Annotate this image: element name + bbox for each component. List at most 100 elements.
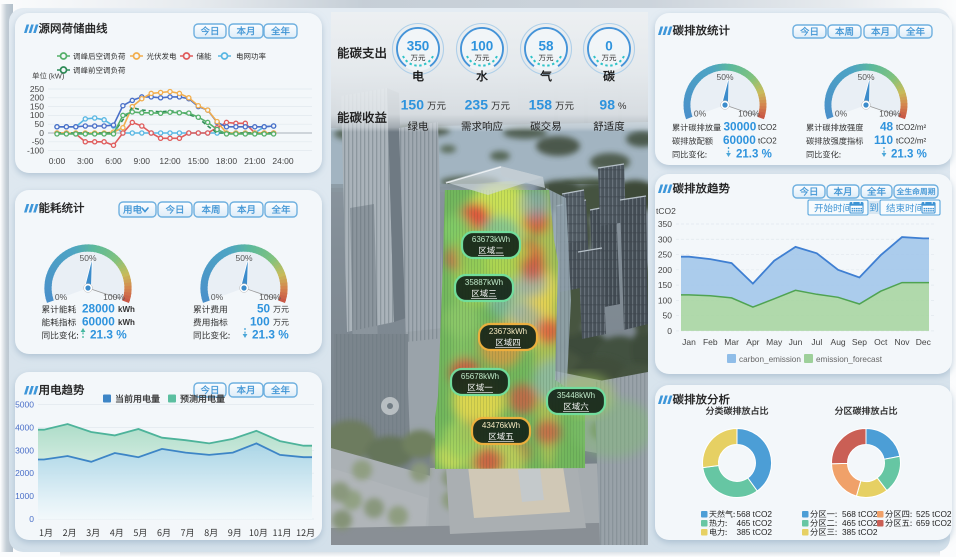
svg-text:Mar: Mar bbox=[724, 337, 739, 347]
svg-text:tCO2: tCO2 bbox=[758, 123, 777, 132]
svg-text:150: 150 bbox=[30, 101, 44, 111]
svg-text:0: 0 bbox=[605, 39, 613, 54]
svg-text:659 tCO2: 659 tCO2 bbox=[916, 518, 952, 528]
svg-text:568 tCO2: 568 tCO2 bbox=[842, 509, 878, 519]
svg-text:465 tCO2: 465 tCO2 bbox=[737, 518, 773, 528]
svg-text:%: % bbox=[618, 101, 627, 112]
svg-text:Nov: Nov bbox=[894, 337, 910, 347]
svg-text:Jan: Jan bbox=[682, 337, 696, 347]
svg-text:0:00: 0:00 bbox=[49, 156, 66, 166]
svg-text:60000: 60000 bbox=[82, 315, 115, 329]
svg-text:63673kWh: 63673kWh bbox=[472, 235, 510, 244]
svg-text:350: 350 bbox=[658, 219, 672, 229]
svg-text:100%: 100% bbox=[738, 108, 760, 118]
svg-text:3000: 3000 bbox=[15, 445, 34, 455]
svg-text:110: 110 bbox=[874, 133, 893, 147]
svg-text:35887kWh: 35887kWh bbox=[465, 278, 503, 287]
svg-text:-50: -50 bbox=[32, 137, 45, 147]
svg-text:100: 100 bbox=[30, 110, 44, 120]
svg-text:May: May bbox=[766, 337, 783, 347]
svg-text:2000: 2000 bbox=[15, 468, 34, 478]
svg-text:Dec: Dec bbox=[916, 337, 932, 347]
svg-text:5000: 5000 bbox=[15, 400, 34, 410]
svg-text:12:00: 12:00 bbox=[159, 156, 181, 166]
svg-text:21.3 %: 21.3 % bbox=[252, 328, 289, 342]
svg-text:50: 50 bbox=[35, 119, 45, 129]
svg-text:250: 250 bbox=[30, 84, 44, 94]
svg-text:200: 200 bbox=[658, 265, 672, 275]
svg-text:3:00: 3:00 bbox=[77, 156, 94, 166]
svg-text:0%: 0% bbox=[694, 108, 707, 118]
svg-text:250: 250 bbox=[658, 250, 672, 260]
svg-text:98: 98 bbox=[599, 97, 615, 113]
svg-text:21.3 %: 21.3 % bbox=[891, 149, 927, 161]
svg-text:200: 200 bbox=[30, 93, 44, 103]
svg-text:525 tCO2: 525 tCO2 bbox=[916, 509, 952, 519]
svg-text:kWh: kWh bbox=[118, 318, 135, 327]
svg-text:9:00: 9:00 bbox=[133, 156, 150, 166]
svg-text:50: 50 bbox=[257, 302, 271, 316]
svg-text:6:00: 6:00 bbox=[105, 156, 122, 166]
svg-text:50%: 50% bbox=[235, 253, 252, 263]
svg-text:carbon_emission: carbon_emission bbox=[739, 355, 801, 364]
svg-text:100: 100 bbox=[471, 39, 494, 54]
svg-text:0%: 0% bbox=[835, 108, 848, 118]
svg-text:100%: 100% bbox=[879, 108, 901, 118]
svg-text:1000: 1000 bbox=[15, 491, 34, 501]
svg-text:18:00: 18:00 bbox=[216, 156, 238, 166]
svg-text:tCO2/m²: tCO2/m² bbox=[896, 137, 927, 146]
svg-text:23673kWh: 23673kWh bbox=[489, 327, 527, 336]
svg-text:158: 158 bbox=[529, 97, 553, 113]
svg-text:43476kWh: 43476kWh bbox=[482, 421, 520, 430]
svg-text:emission_forecast: emission_forecast bbox=[816, 355, 883, 364]
svg-text:28000: 28000 bbox=[82, 302, 115, 316]
svg-text:21:00: 21:00 bbox=[244, 156, 266, 166]
svg-text:-100: -100 bbox=[27, 145, 44, 155]
svg-text:4000: 4000 bbox=[15, 422, 34, 432]
svg-text:100: 100 bbox=[250, 315, 270, 329]
svg-text:385 tCO2: 385 tCO2 bbox=[842, 527, 878, 537]
svg-text:Oct: Oct bbox=[874, 337, 888, 347]
svg-text:30000: 30000 bbox=[724, 120, 757, 134]
svg-text:568 tCO2: 568 tCO2 bbox=[737, 509, 773, 519]
svg-text:24:00: 24:00 bbox=[272, 156, 294, 166]
svg-text:150: 150 bbox=[658, 280, 672, 290]
svg-text:Apr: Apr bbox=[746, 337, 759, 347]
svg-text:48: 48 bbox=[880, 120, 894, 134]
svg-text:tCO2: tCO2 bbox=[758, 137, 777, 146]
svg-text:0: 0 bbox=[39, 128, 44, 138]
svg-text:tCO2: tCO2 bbox=[656, 206, 676, 216]
svg-text:100%: 100% bbox=[259, 292, 281, 302]
svg-text:465 tCO2: 465 tCO2 bbox=[842, 518, 878, 528]
svg-text:21.3 %: 21.3 % bbox=[90, 328, 127, 342]
svg-text:(kW): (kW) bbox=[49, 72, 65, 81]
svg-text:35448kWh: 35448kWh bbox=[557, 391, 595, 400]
svg-text:Aug: Aug bbox=[831, 337, 846, 347]
svg-text:350: 350 bbox=[407, 39, 430, 54]
svg-text:100%: 100% bbox=[103, 292, 125, 302]
svg-text:Jun: Jun bbox=[789, 337, 803, 347]
svg-text:Sep: Sep bbox=[852, 337, 867, 347]
svg-text:50%: 50% bbox=[79, 253, 96, 263]
svg-text:65678kWh: 65678kWh bbox=[461, 372, 499, 381]
svg-text:60000: 60000 bbox=[723, 133, 756, 147]
svg-text:kWh: kWh bbox=[118, 305, 135, 314]
svg-text:50%: 50% bbox=[857, 72, 874, 82]
svg-text:15:00: 15:00 bbox=[188, 156, 210, 166]
svg-text:tCO2/m²: tCO2/m² bbox=[896, 123, 927, 132]
svg-text:50%: 50% bbox=[716, 72, 733, 82]
svg-text:0%: 0% bbox=[55, 292, 68, 302]
svg-text:0: 0 bbox=[29, 514, 34, 524]
svg-text:385 tCO2: 385 tCO2 bbox=[737, 527, 773, 537]
svg-text:300: 300 bbox=[658, 234, 672, 244]
svg-text:Feb: Feb bbox=[703, 337, 718, 347]
svg-text:21.3 %: 21.3 % bbox=[736, 149, 772, 161]
svg-text:58: 58 bbox=[538, 39, 554, 54]
svg-text:Jul: Jul bbox=[811, 337, 822, 347]
svg-text:50: 50 bbox=[663, 311, 673, 321]
svg-text:0%: 0% bbox=[211, 292, 224, 302]
svg-text:100: 100 bbox=[658, 295, 672, 305]
svg-text:0: 0 bbox=[667, 326, 672, 336]
svg-text:150: 150 bbox=[401, 97, 425, 113]
svg-text:235: 235 bbox=[465, 97, 489, 113]
